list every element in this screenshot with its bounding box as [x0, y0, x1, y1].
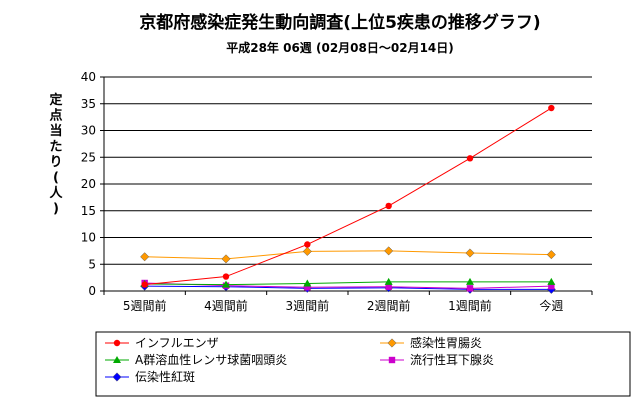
data-point [303, 279, 312, 287]
data-point [222, 273, 230, 280]
series-line [144, 282, 552, 289]
data-point [302, 246, 312, 256]
y-tick-label: 10 [81, 231, 96, 245]
x-tick-label: 2週間前 [367, 298, 411, 313]
x-tick-label: 1週間前 [448, 298, 492, 313]
series-line [144, 281, 552, 286]
data-point [466, 277, 474, 285]
y-tick-label: 15 [81, 204, 96, 218]
data-point [465, 248, 475, 258]
y-tick-label: 0 [88, 284, 96, 298]
data-point [113, 339, 121, 347]
data-point [547, 277, 556, 285]
y-tick-label: 20 [81, 177, 96, 191]
legend-label: 流行性耳下腺炎 [410, 353, 494, 367]
data-point [304, 241, 311, 248]
y-tick-label: 30 [81, 124, 96, 138]
data-point [140, 252, 150, 262]
axes [100, 76, 593, 295]
data-point [385, 202, 392, 210]
gridlines [104, 76, 592, 265]
y-tick-label: 25 [81, 150, 96, 164]
legend-item: 流行性耳下腺炎 [380, 353, 494, 367]
data-point [546, 250, 556, 260]
data-point [113, 356, 121, 363]
x-tick-label: 3週間前 [286, 298, 330, 313]
data-point [466, 155, 474, 162]
data-point [385, 283, 392, 290]
data-point [221, 254, 231, 264]
y-tick-label: 35 [81, 97, 96, 111]
data-point [387, 338, 397, 348]
data-point [466, 285, 474, 292]
x-tick-label: 5週間前 [123, 298, 167, 313]
legend-item: A群溶血性レンサ球菌咽頭炎 [105, 352, 287, 367]
data-point [384, 277, 393, 285]
series-line [144, 107, 552, 286]
legend-label: 伝染性紅斑 [135, 369, 195, 384]
legend-label: インフルエンザ [135, 336, 219, 350]
y-axis-title: 定点当たり(人) [48, 92, 63, 217]
legend-box [95, 331, 631, 397]
y-tick-label: 40 [81, 70, 96, 84]
legend-item: インフルエンザ [105, 336, 219, 350]
legend-label: A群溶血性レンサ球菌咽頭炎 [135, 352, 287, 367]
y-tick-labels: 0 5 10 15 20 25 30 35 40 [81, 70, 96, 298]
series-1 [140, 246, 556, 264]
data-point [388, 356, 396, 364]
series-line [144, 285, 552, 290]
series-layer [140, 104, 556, 294]
series-0 [141, 104, 555, 288]
chart-subtitle: 平成28年 06週 (02月08日～02月14日) [226, 40, 454, 55]
x-tick-labels: 5週間前 4週間前 3週間前 2週間前 1週間前 今週 [123, 298, 563, 313]
data-point [141, 281, 148, 288]
y-tick-label: 5 [88, 257, 96, 271]
data-point [304, 284, 311, 291]
legend-item: 伝染性紅斑 [105, 369, 195, 384]
legend-item: 感染性胃腸炎 [380, 335, 482, 350]
x-tick-label: 今週 [539, 298, 563, 313]
x-tick-label: 4週間前 [204, 298, 248, 313]
data-point [548, 282, 555, 290]
chart-title: 京都府感染症発生動向調査(上位5疾患の推移グラフ) [139, 12, 540, 33]
legend-label: 感染性胃腸炎 [410, 335, 482, 350]
series-line [144, 250, 552, 260]
data-point [112, 372, 122, 382]
data-point [222, 280, 230, 288]
data-point [548, 104, 555, 112]
y-axis-label: 定点当たり(人) [48, 92, 63, 217]
data-point [384, 246, 394, 256]
